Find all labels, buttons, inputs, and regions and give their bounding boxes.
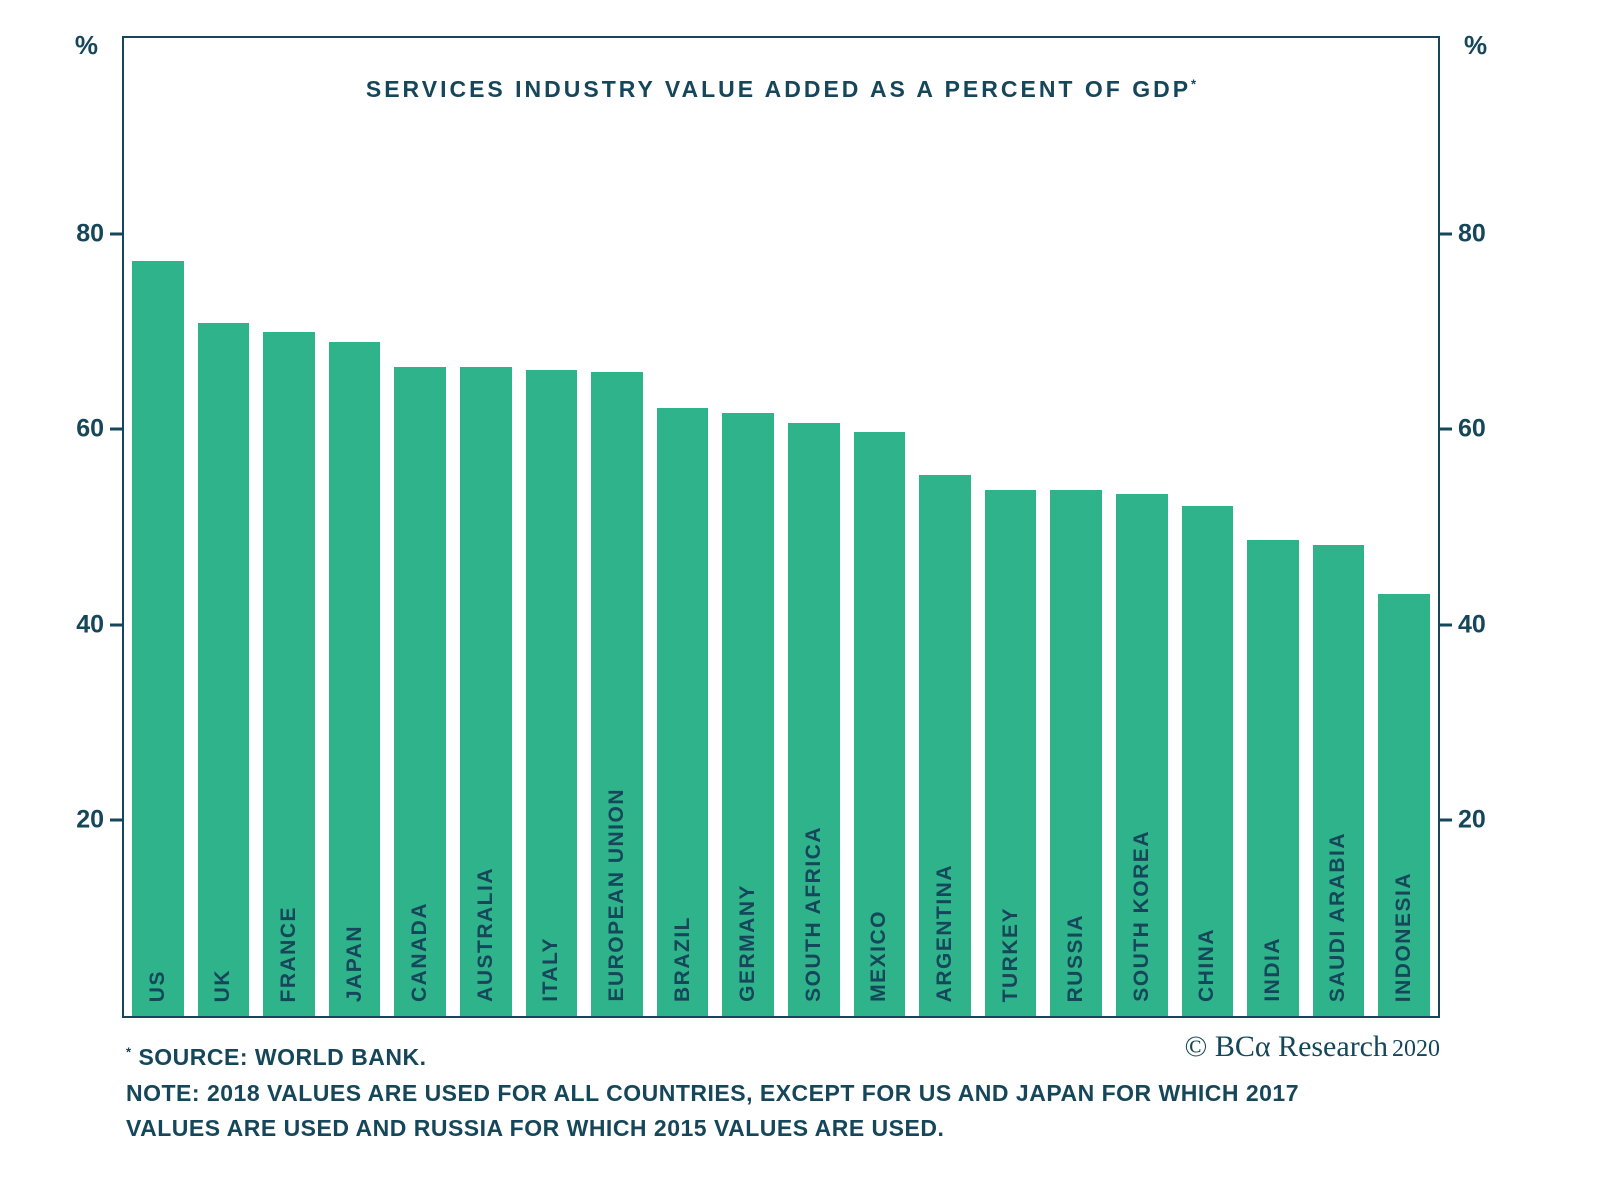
bar-indonesia: INDONESIA	[1378, 593, 1430, 1016]
bar-label: ITALY	[539, 937, 563, 1002]
y-tick-mark-right-40	[1440, 623, 1452, 627]
bar-label: TURKEY	[998, 906, 1022, 1002]
bar-label: BRAZIL	[670, 916, 694, 1002]
y-tick-label-right-20: 20	[1458, 805, 1486, 834]
bar-label: RUSSIA	[1064, 913, 1088, 1002]
y-axis-unit-left: %	[74, 30, 98, 60]
bar-label: SOUTH AFRICA	[801, 826, 825, 1002]
bar-argentina: ARGENTINA	[919, 475, 971, 1016]
bar-italy: ITALY	[525, 369, 578, 1016]
bar-uk: UK	[197, 322, 250, 1016]
note-line-1: NOTE: 2018 VALUES ARE USED FOR ALL COUNT…	[126, 1079, 1299, 1106]
plot-area: SERVICES INDUSTRY VALUE ADDED AS A PERCE…	[75, 32, 1487, 1018]
source-asterisk: *	[126, 1044, 132, 1060]
bar-label: US	[145, 969, 169, 1002]
y-tick-mark-right-80	[1440, 232, 1452, 236]
bar-canada: CANADA	[394, 366, 446, 1016]
bar-label: AUSTRALIA	[473, 867, 497, 1002]
chart-title-text: SERVICES INDUSTRY VALUE ADDED AS A PERCE…	[365, 76, 1192, 102]
y-tick-mark-left-80	[110, 232, 122, 236]
bar-india: INDIA	[1247, 539, 1299, 1016]
bar-label: CHINA	[1195, 928, 1219, 1002]
bar-label: SAUDI ARABIA	[1326, 831, 1350, 1002]
bar-label: ARGENTINA	[932, 863, 956, 1002]
bar-us: US	[132, 260, 184, 1016]
bar-label: CANADA	[408, 902, 432, 1002]
bar-label: INDONESIA	[1392, 871, 1416, 1002]
bar-european-union: EUROPEAN UNION	[591, 372, 643, 1016]
bar-mexico: MEXICO	[853, 432, 906, 1016]
bars-container: US UK FRANCE JAPAN CANADA AUSTRALIA ITALY EUROP…	[124, 38, 1438, 1016]
y-tick-label-left-80: 80	[76, 219, 104, 248]
bar-china: CHINA	[1181, 506, 1234, 1016]
chart-title: SERVICES INDUSTRY VALUE ADDED AS A PERCE…	[124, 76, 1438, 103]
bar-label: INDIA	[1260, 937, 1284, 1002]
y-tick-mark-left-20	[110, 818, 122, 822]
copyright-brand: © BCα Research	[1184, 1030, 1388, 1063]
bar-south-korea: SOUTH KOREA	[1115, 493, 1168, 1016]
y-tick-mark-left-60	[110, 427, 122, 431]
bar-brazil: BRAZIL	[656, 407, 709, 1016]
y-tick-mark-right-60	[1440, 427, 1452, 431]
bar-france: FRANCE	[263, 332, 315, 1016]
y-tick-label-right-60: 60	[1458, 414, 1486, 443]
bar-label: EUROPEAN UNION	[604, 788, 628, 1002]
bar-label: SOUTH KOREA	[1129, 830, 1153, 1002]
chart-title-asterisk: *	[1191, 76, 1197, 92]
bar-turkey: TURKEY	[984, 489, 1037, 1016]
footer-notes: * SOURCE: WORLD BANK. NOTE: 2018 VALUES …	[126, 1040, 1456, 1147]
bar-label: FRANCE	[276, 905, 300, 1003]
bar-label: GERMANY	[736, 884, 760, 1002]
bar-russia: RUSSIA	[1050, 489, 1102, 1016]
source-text: SOURCE: WORLD BANK.	[131, 1044, 427, 1070]
y-tick-mark-left-40	[110, 623, 122, 627]
y-tick-label-left-60: 60	[76, 414, 104, 443]
copyright-year: 2020	[1392, 1036, 1440, 1062]
y-tick-label-right-80: 80	[1458, 219, 1486, 248]
bar-label: JAPAN	[342, 924, 366, 1002]
y-tick-label-right-40: 40	[1458, 610, 1486, 639]
bar-label: MEXICO	[867, 910, 891, 1002]
bar-australia: AUSTRALIA	[459, 366, 512, 1016]
bar-japan: JAPAN	[328, 342, 381, 1016]
y-tick-mark-right-20	[1440, 818, 1452, 822]
bar-saudi-arabia: SAUDI ARABIA	[1312, 544, 1365, 1016]
source-line: * SOURCE: WORLD BANK.	[126, 1040, 1456, 1076]
y-axis-unit-right: %	[1464, 30, 1488, 60]
bar-south-africa: SOUTH AFRICA	[787, 423, 840, 1016]
note-line-2: VALUES ARE USED AND RUSSIA FOR WHICH 201…	[126, 1115, 945, 1142]
bar-germany: GERMANY	[722, 412, 774, 1016]
y-tick-label-left-20: 20	[76, 805, 104, 834]
bar-label: UK	[211, 968, 235, 1002]
y-tick-label-left-40: 40	[76, 610, 104, 639]
copyright: © BCα Research 2020	[1185, 1030, 1440, 1064]
